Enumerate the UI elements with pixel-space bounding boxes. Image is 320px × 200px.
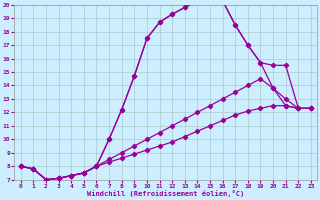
X-axis label: Windchill (Refroidissement éolien,°C): Windchill (Refroidissement éolien,°C) [87,190,244,197]
